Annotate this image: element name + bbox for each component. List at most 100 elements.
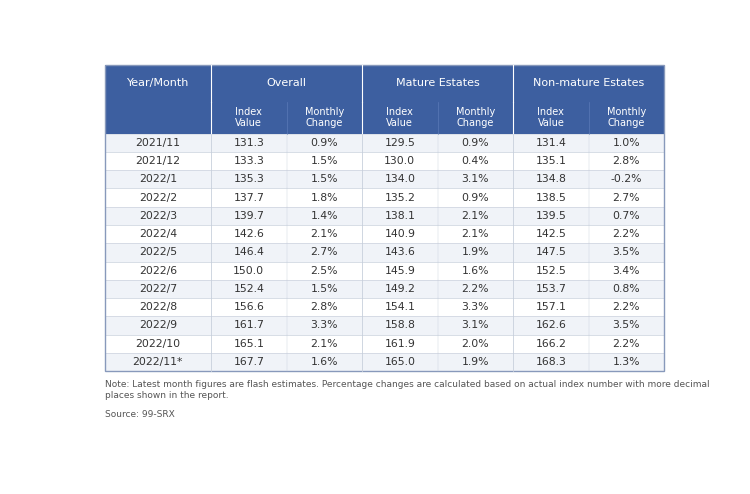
Text: 142.6: 142.6	[233, 229, 264, 239]
Text: Mature Estates: Mature Estates	[396, 79, 479, 88]
Text: 2022/7: 2022/7	[139, 284, 177, 294]
Text: 135.3: 135.3	[233, 174, 264, 184]
Text: 2022/2: 2022/2	[139, 193, 177, 203]
Text: 165.1: 165.1	[233, 339, 264, 349]
Text: 168.3: 168.3	[536, 357, 566, 367]
Text: 161.9: 161.9	[385, 339, 416, 349]
Text: 2022/5: 2022/5	[139, 247, 177, 257]
Bar	[104, 353, 664, 371]
Text: 152.4: 152.4	[233, 284, 264, 294]
Text: 130.0: 130.0	[384, 156, 416, 166]
Bar	[104, 152, 664, 170]
Bar	[104, 316, 664, 334]
Text: 2.8%: 2.8%	[310, 302, 338, 312]
Text: 1.9%: 1.9%	[461, 357, 489, 367]
Bar	[104, 206, 664, 225]
Text: 161.7: 161.7	[233, 321, 264, 330]
Bar	[104, 65, 664, 101]
Text: 2022/10: 2022/10	[135, 339, 180, 349]
Text: 2.8%: 2.8%	[613, 156, 640, 166]
Text: Index
Value: Index Value	[386, 107, 413, 128]
Bar	[104, 261, 664, 280]
Text: 1.5%: 1.5%	[310, 174, 338, 184]
Text: 157.1: 157.1	[536, 302, 566, 312]
Text: Non-mature Estates: Non-mature Estates	[533, 79, 644, 88]
Text: 153.7: 153.7	[536, 284, 566, 294]
Text: Monthly
Change: Monthly Change	[304, 107, 344, 128]
Bar	[104, 65, 664, 371]
Text: 0.7%: 0.7%	[613, 211, 640, 221]
Text: 152.5: 152.5	[536, 266, 566, 276]
Text: Index
Value: Index Value	[236, 107, 262, 128]
Text: 2.1%: 2.1%	[461, 229, 489, 239]
Text: 154.1: 154.1	[385, 302, 416, 312]
Text: 138.1: 138.1	[385, 211, 416, 221]
Text: 2022/4: 2022/4	[139, 229, 177, 239]
Text: 166.2: 166.2	[536, 339, 566, 349]
Text: 145.9: 145.9	[385, 266, 416, 276]
Text: 2.2%: 2.2%	[613, 302, 640, 312]
Text: 2022/8: 2022/8	[139, 302, 177, 312]
Text: 156.6: 156.6	[233, 302, 264, 312]
Text: 2022/11*: 2022/11*	[133, 357, 183, 367]
Text: 2.1%: 2.1%	[461, 211, 489, 221]
Text: 2021/11: 2021/11	[135, 138, 180, 148]
Text: 2.2%: 2.2%	[613, 229, 640, 239]
Text: 0.8%: 0.8%	[613, 284, 640, 294]
Bar	[104, 170, 664, 188]
Text: 3.1%: 3.1%	[461, 174, 489, 184]
Text: 133.3: 133.3	[233, 156, 264, 166]
Text: 140.9: 140.9	[384, 229, 416, 239]
Text: -0.2%: -0.2%	[610, 174, 642, 184]
Text: 139.5: 139.5	[536, 211, 566, 221]
Text: 3.5%: 3.5%	[613, 247, 640, 257]
Text: 2.2%: 2.2%	[461, 284, 489, 294]
Text: 2.2%: 2.2%	[613, 339, 640, 349]
Text: 142.5: 142.5	[536, 229, 566, 239]
Text: 2022/1: 2022/1	[139, 174, 177, 184]
Text: 0.9%: 0.9%	[461, 193, 489, 203]
Text: 2022/3: 2022/3	[139, 211, 177, 221]
Text: 2.0%: 2.0%	[461, 339, 489, 349]
Text: 1.8%: 1.8%	[310, 193, 338, 203]
Text: 134.0: 134.0	[384, 174, 416, 184]
Bar	[104, 334, 664, 353]
Text: Overall: Overall	[266, 79, 307, 88]
Text: 1.6%: 1.6%	[461, 266, 489, 276]
Text: 135.2: 135.2	[385, 193, 416, 203]
Text: 2.5%: 2.5%	[310, 266, 338, 276]
Text: Monthly
Change: Monthly Change	[456, 107, 495, 128]
Text: 1.4%: 1.4%	[310, 211, 338, 221]
Bar	[104, 298, 664, 316]
Text: 3.5%: 3.5%	[613, 321, 640, 330]
Text: 146.4: 146.4	[233, 247, 264, 257]
Bar	[104, 188, 664, 206]
Text: 1.9%: 1.9%	[461, 247, 489, 257]
Text: 0.9%: 0.9%	[461, 138, 489, 148]
Text: Source: 99-SRX: Source: 99-SRX	[104, 410, 174, 418]
Text: 3.4%: 3.4%	[613, 266, 640, 276]
Text: 3.3%: 3.3%	[461, 302, 489, 312]
Text: 131.3: 131.3	[233, 138, 264, 148]
Text: Monthly
Change: Monthly Change	[607, 107, 646, 128]
Text: 2.7%: 2.7%	[310, 247, 338, 257]
Text: 3.1%: 3.1%	[461, 321, 489, 330]
Text: 150.0: 150.0	[233, 266, 264, 276]
Text: Index
Value: Index Value	[538, 107, 564, 128]
Text: 135.1: 135.1	[536, 156, 566, 166]
Text: 147.5: 147.5	[536, 247, 566, 257]
Text: 134.8: 134.8	[536, 174, 566, 184]
Bar	[104, 280, 664, 298]
Bar	[104, 243, 664, 261]
Text: 167.7: 167.7	[233, 357, 264, 367]
Text: 2.7%: 2.7%	[613, 193, 640, 203]
Text: 162.6: 162.6	[536, 321, 566, 330]
Text: 158.8: 158.8	[385, 321, 416, 330]
Text: 2022/6: 2022/6	[139, 266, 177, 276]
Bar	[104, 225, 664, 243]
Text: 0.9%: 0.9%	[310, 138, 338, 148]
Text: 2.1%: 2.1%	[310, 229, 338, 239]
Text: 2.1%: 2.1%	[310, 339, 338, 349]
Text: 1.5%: 1.5%	[310, 284, 338, 294]
Text: 149.2: 149.2	[385, 284, 416, 294]
